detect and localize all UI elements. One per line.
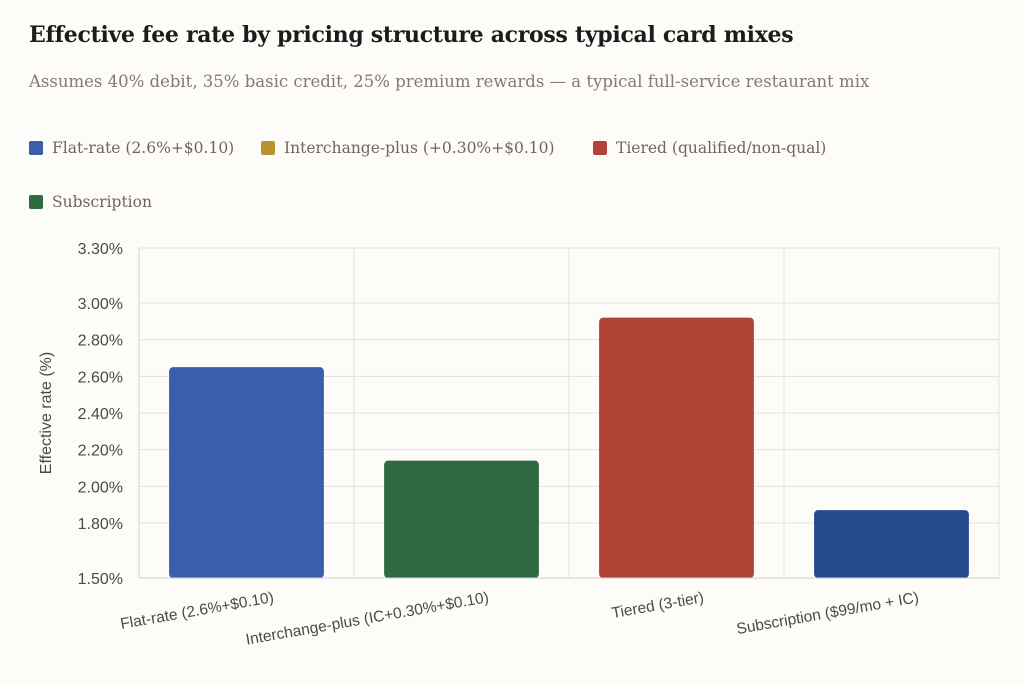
legend-label-subscription: Subscription [52,193,152,211]
chart-subtitle: Assumes 40% debit, 35% basic credit, 25%… [29,72,870,91]
legend-item-interchange-plus[interactable]: Interchange-plus (+0.30%+$0.10) [261,139,555,157]
y-tick-label: 2.20% [78,443,123,460]
y-tick-label: 3.30% [78,241,123,258]
y-tick-label: 1.50% [78,571,123,588]
legend-swatch-interchange-plus [261,141,275,155]
legend-swatch-flat-rate [29,141,43,155]
x-tick-label: Flat-rate (2.6%+$0.10) [119,589,275,633]
legend-swatch-tiered [593,141,607,155]
x-tick-label: Subscription ($99/mo + IC) [735,589,920,638]
y-tick-label: 2.80% [78,333,123,350]
legend-label-flat-rate: Flat-rate (2.6%+$0.10) [52,139,235,157]
y-tick-label: 2.40% [78,406,123,423]
y-tick-label: 2.60% [78,369,123,386]
legend-item-tiered[interactable]: Tiered (qualified/non-qual) [593,139,826,157]
bar-1 [169,367,324,578]
legend-swatch-subscription [29,195,43,209]
legend-item-flat-rate[interactable]: Flat-rate (2.6%+$0.10) [29,139,234,157]
legend-item-subscription[interactable]: Subscription [29,193,152,211]
y-axis-title: Effective rate (%) [38,352,55,474]
x-tick-label: Interchange-plus (IC+0.30%+$0.10) [245,589,491,649]
y-tick-label: 3.00% [78,296,123,313]
chart-title: Effective fee rate by pricing structure … [29,22,794,48]
x-tick-label: Tiered (3-tier) [610,589,705,622]
bar-2 [384,460,539,578]
y-tick-label: 2.00% [78,479,123,496]
legend-label-tiered: Tiered (qualified/non-qual) [616,139,827,157]
bar-4 [814,510,969,578]
legend-label-interchange-plus: Interchange-plus (+0.30%+$0.10) [284,139,555,157]
bar-3 [599,317,754,578]
y-tick-label: 1.80% [78,516,123,533]
